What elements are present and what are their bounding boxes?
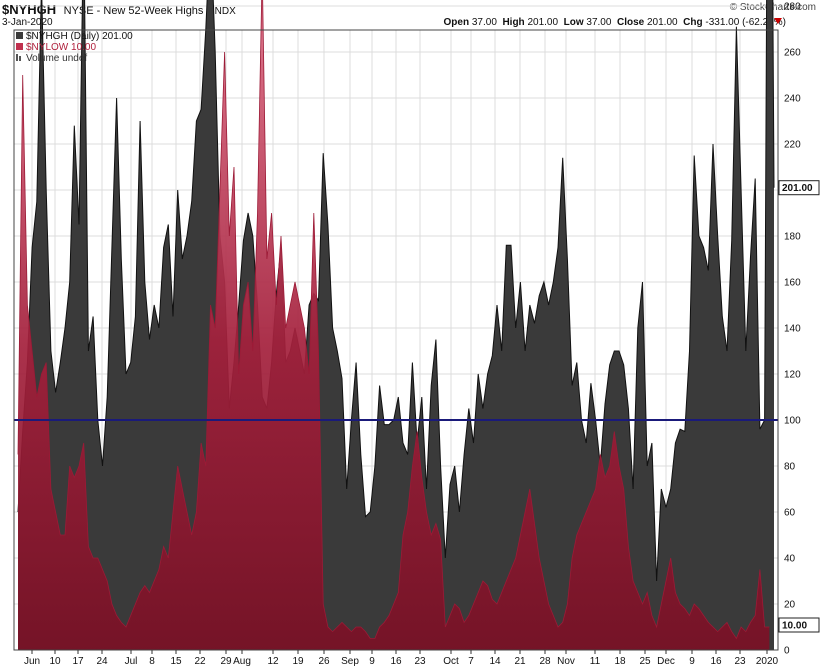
low-label: Low bbox=[563, 17, 584, 28]
ohlc-readout: Open 37.00 High 201.00 Low 37.00 Close 2… bbox=[444, 17, 786, 28]
x-tick-label: 17 bbox=[72, 656, 84, 667]
x-tick-label: 19 bbox=[292, 656, 304, 667]
legend-swatch-lows bbox=[16, 43, 23, 50]
x-tick-label: 16 bbox=[390, 656, 402, 667]
y-tick-label: 160 bbox=[784, 278, 801, 289]
y-tick-label: 80 bbox=[784, 462, 796, 473]
series-line-highs bbox=[17, 0, 775, 582]
y-tick-label: 20 bbox=[784, 600, 796, 611]
x-tick-label: Dec bbox=[657, 656, 675, 667]
x-tick-label: 10 bbox=[49, 656, 61, 667]
x-tick-label: Jul bbox=[125, 656, 138, 667]
close-value: 201.00 bbox=[647, 17, 678, 28]
legend-highs: $NYHGH (Daily) 201.00 bbox=[26, 31, 133, 42]
x-tick-label: 14 bbox=[489, 656, 501, 667]
last-high-tag-box bbox=[778, 180, 820, 196]
x-tick-label: Aug bbox=[233, 656, 251, 667]
x-tick-label: 8 bbox=[149, 656, 155, 667]
x-tick-label: 2020 bbox=[756, 656, 779, 667]
down-arrow-icon bbox=[774, 18, 782, 24]
y-tick-label: 120 bbox=[784, 370, 801, 381]
last-high-tag-text: 201.00 bbox=[782, 183, 813, 194]
x-tick-label: 9 bbox=[689, 656, 695, 667]
legend-lows: $NYLOW 10.00 bbox=[26, 42, 96, 53]
x-tick-label: Nov bbox=[557, 656, 575, 667]
x-tick-label: 23 bbox=[414, 656, 426, 667]
x-tick-label: 15 bbox=[170, 656, 182, 667]
chart-date: 3-Jan-2020 bbox=[2, 17, 53, 28]
x-tick-label: 28 bbox=[539, 656, 551, 667]
legend-swatch-volume bbox=[16, 54, 18, 61]
x-tick-label: Oct bbox=[443, 656, 459, 667]
series-line-lows bbox=[17, 0, 770, 640]
open-label: Open bbox=[443, 17, 470, 28]
y-tick-label: 0 bbox=[784, 646, 790, 657]
legend-volume: Volume undef bbox=[26, 53, 87, 64]
instrument-kind: INDX bbox=[211, 6, 236, 17]
x-tick-label: 29 bbox=[220, 656, 232, 667]
change-value: -331.00 (-62.22%) bbox=[705, 17, 786, 28]
x-tick-label: 16 bbox=[710, 656, 722, 667]
x-tick-label: 25 bbox=[639, 656, 651, 667]
y-tick-label: 100 bbox=[784, 416, 801, 427]
value-tags: 201.00 10.00 bbox=[778, 180, 820, 633]
last-low-tag-text: 10.00 bbox=[782, 621, 807, 632]
open-value: 37.00 bbox=[471, 17, 497, 28]
x-axis: Jun 10 17 24 Jul 8 15 22 29 Aug 12 19 26 Sep 9 16 23 Oct 7… bbox=[24, 650, 779, 667]
y-tick-label: 140 bbox=[784, 324, 801, 335]
x-tick-label: Jun bbox=[24, 656, 40, 667]
high-value: 201.00 bbox=[527, 17, 559, 28]
legend-swatch-volume-bar bbox=[19, 56, 21, 61]
low-value: 37.00 bbox=[586, 17, 612, 28]
legend-swatch-highs bbox=[16, 32, 23, 39]
x-tick-label: 11 bbox=[590, 656, 601, 667]
series-areas bbox=[17, 0, 775, 650]
series-area-lows bbox=[18, 0, 770, 650]
change-label: Chg bbox=[683, 17, 703, 28]
last-low-tag-box bbox=[778, 617, 820, 633]
x-tick-label: 18 bbox=[614, 656, 626, 667]
y-tick-label: 280 bbox=[784, 2, 801, 13]
x-tick-label: 7 bbox=[468, 656, 474, 667]
x-tick-label: 24 bbox=[96, 656, 108, 667]
y-axis: 0204060801001201401601802002202402602803… bbox=[784, 2, 801, 657]
y-tick-label: 240 bbox=[784, 94, 801, 105]
x-tick-label: 23 bbox=[734, 656, 746, 667]
x-tick-label: 9 bbox=[369, 656, 375, 667]
exchange-description: NYSE - New 52-Week Highs bbox=[63, 5, 204, 17]
y-tick-label: 180 bbox=[784, 232, 801, 243]
y-tick-label: 40 bbox=[784, 554, 796, 565]
x-tick-label: 12 bbox=[267, 656, 279, 667]
x-tick-label: Sep bbox=[341, 656, 359, 667]
y-tick-label: 60 bbox=[784, 508, 796, 519]
y-tick-label: 260 bbox=[784, 48, 801, 59]
y-tick-label: 220 bbox=[784, 140, 801, 151]
high-label: High bbox=[502, 17, 525, 28]
x-tick-label: 21 bbox=[514, 656, 526, 667]
legend: $NYHGH (Daily) 201.00 $NYLOW 10.00 Volum… bbox=[16, 31, 133, 64]
close-label: Close bbox=[616, 17, 645, 28]
x-tick-label: 22 bbox=[194, 656, 206, 667]
x-tick-label: 26 bbox=[318, 656, 330, 667]
